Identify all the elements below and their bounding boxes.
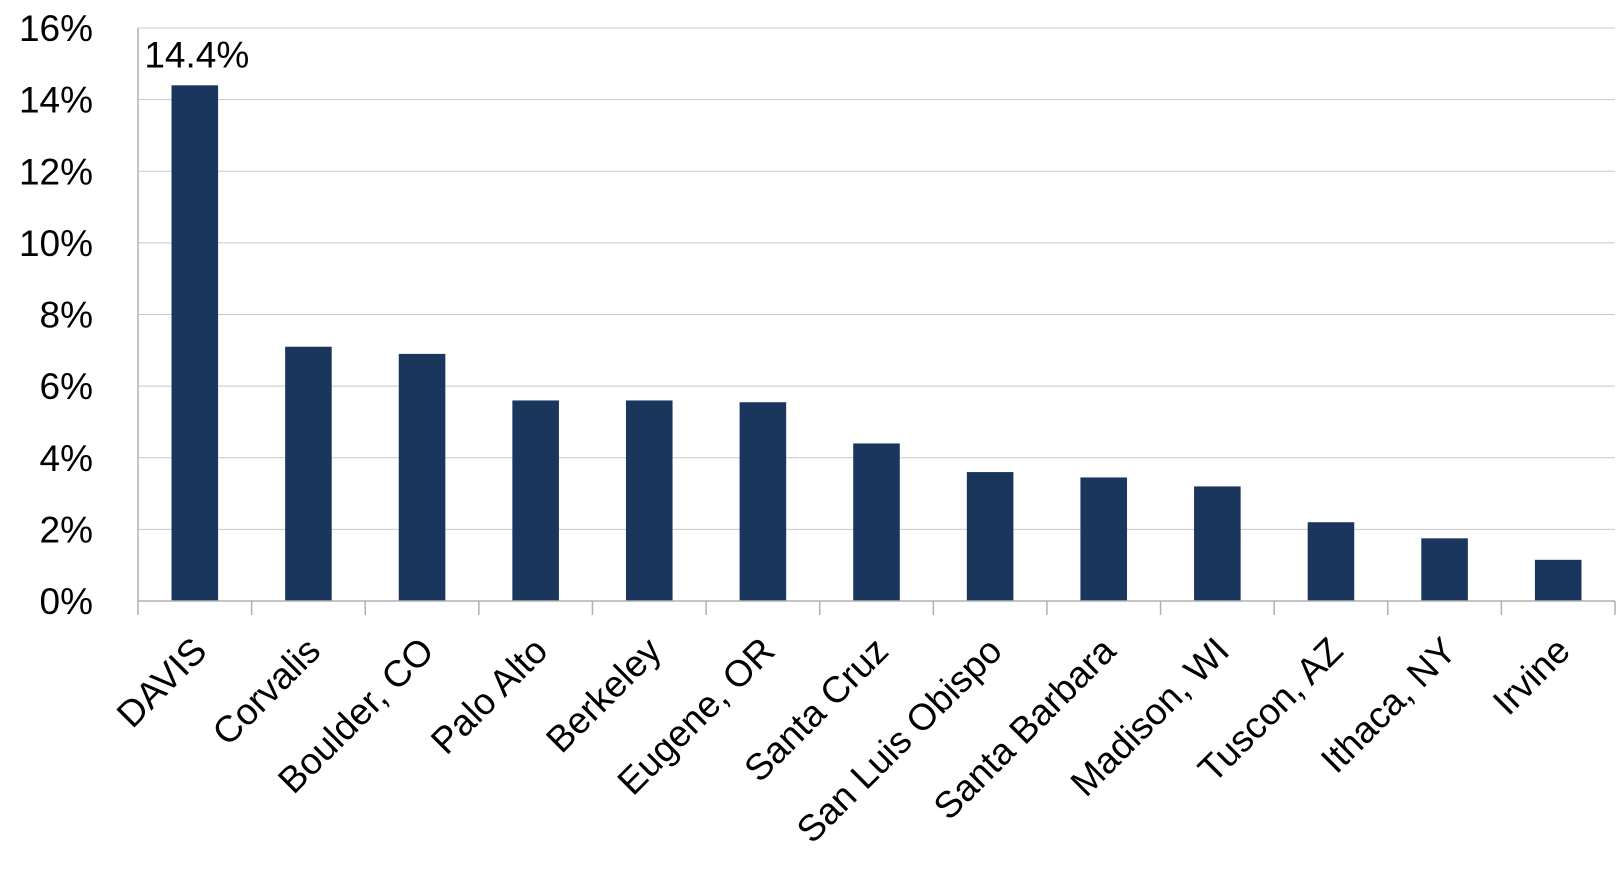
y-tick-label: 12% <box>19 151 93 192</box>
y-tick-label: 6% <box>40 366 93 407</box>
y-tick-label: 8% <box>40 295 93 336</box>
bar-davis <box>171 85 219 602</box>
y-tick-label: 16% <box>19 8 93 49</box>
bar-santa-cruz <box>853 443 900 601</box>
y-tick-label: 10% <box>19 223 93 264</box>
bars <box>171 85 1582 602</box>
bar-madison-wi <box>1194 486 1241 601</box>
y-tick-label: 0% <box>40 581 93 622</box>
x-category-label: DAVIS <box>109 630 215 736</box>
bar-santa-barbara <box>1080 477 1128 601</box>
data-labels: 14.4% <box>144 34 249 75</box>
bar-tuscon-az <box>1307 522 1355 601</box>
bar-boulder-co <box>398 353 446 601</box>
gridlines <box>138 27 1615 530</box>
data-label: 14.4% <box>144 34 249 75</box>
bar-eugene-or <box>739 402 787 601</box>
axes <box>137 28 1616 615</box>
bar-san-luis-obispo <box>966 472 1014 601</box>
bar-corvalis <box>285 346 332 601</box>
bar-ithaca-ny <box>1421 538 1468 601</box>
x-category-label: Irvine <box>1485 630 1578 723</box>
y-tick-label: 4% <box>40 438 93 479</box>
bar-palo-alto <box>512 400 559 601</box>
x-category-label: San Luis Obispo <box>789 630 1010 851</box>
y-tick-label: 2% <box>40 509 93 550</box>
bar-berkeley <box>625 400 673 601</box>
bar-irvine <box>1534 559 1582 601</box>
x-category-label: Palo Alto <box>423 630 555 762</box>
y-tick-label: 14% <box>19 80 93 121</box>
y-axis-tick-labels: 0% 2% 4% 6% 8% 10% 12% 14% 16% <box>19 8 93 622</box>
